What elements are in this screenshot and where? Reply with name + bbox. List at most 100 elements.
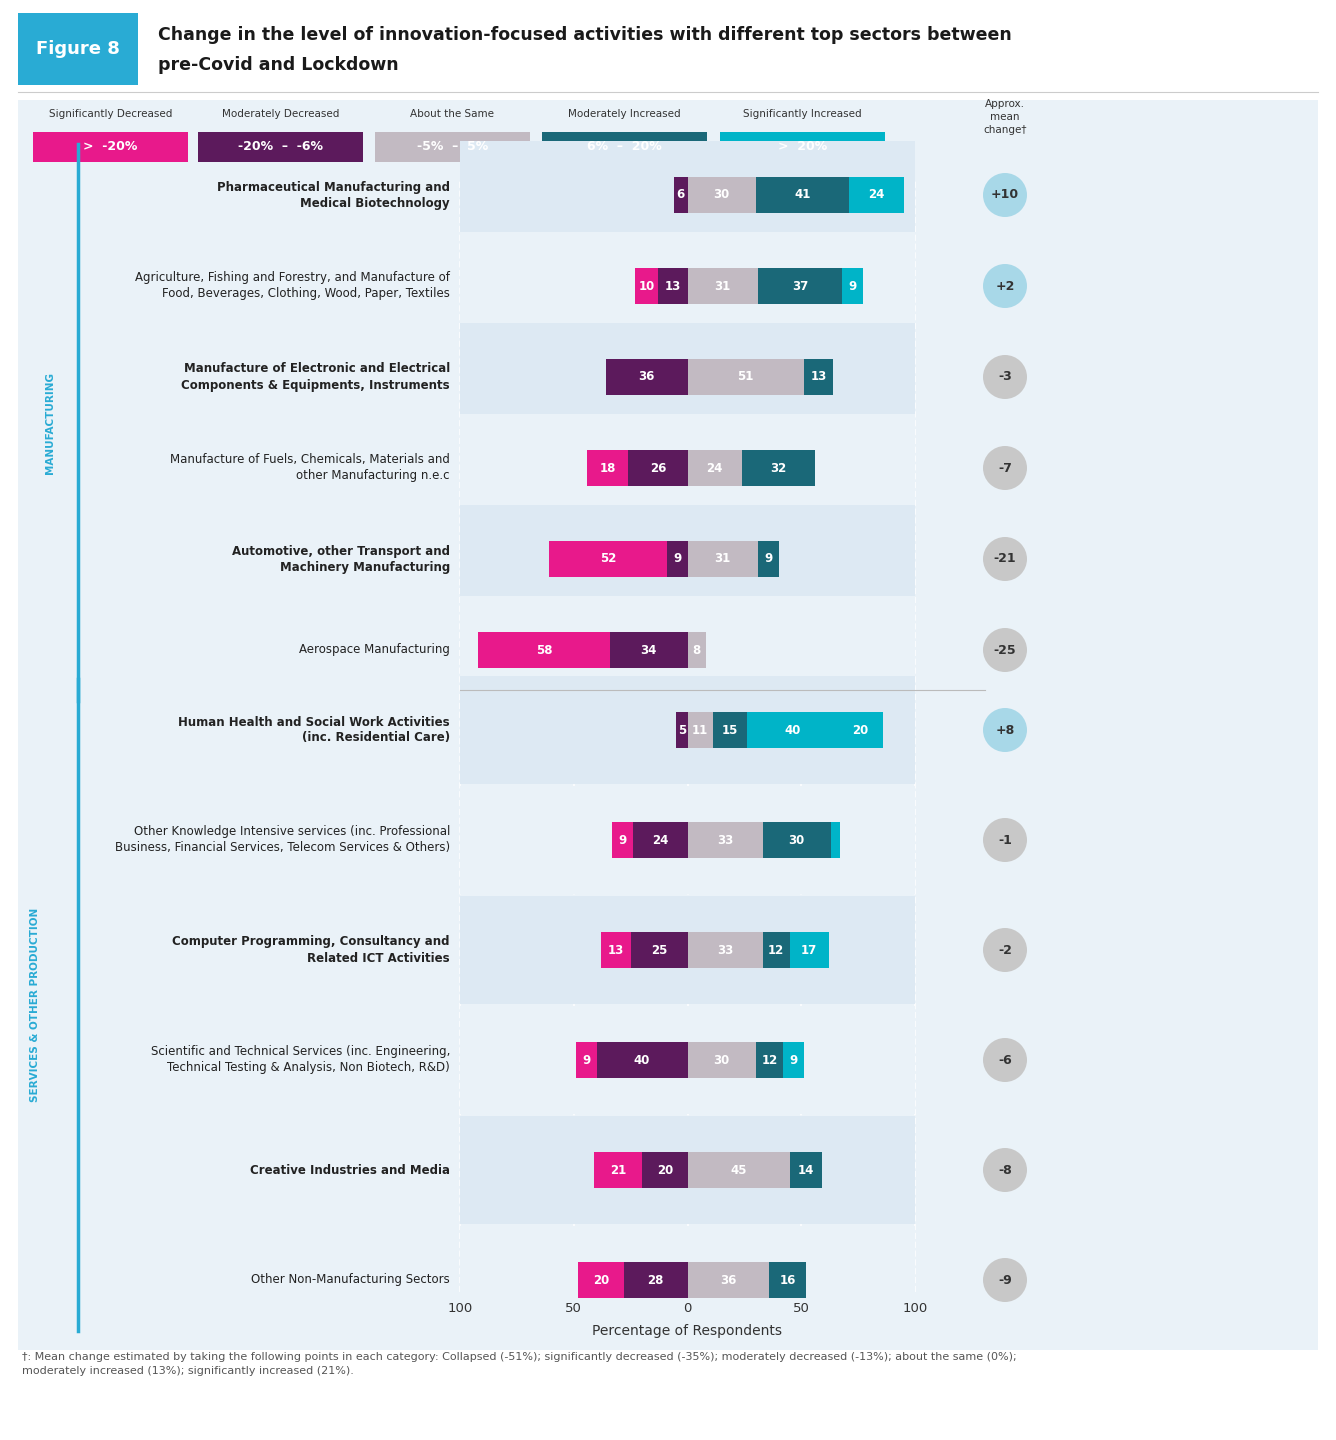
Text: 37: 37 — [792, 279, 808, 292]
Bar — [643, 1152, 688, 1188]
Text: 31: 31 — [715, 553, 731, 566]
Text: -7: -7 — [998, 461, 1011, 475]
Bar — [763, 822, 831, 858]
Text: Percentage of Respondents: Percentage of Respondents — [592, 1323, 783, 1338]
Bar — [720, 132, 884, 161]
Text: Significantly Decreased: Significantly Decreased — [49, 109, 172, 120]
Text: 9: 9 — [619, 834, 627, 847]
Text: -2: -2 — [998, 943, 1011, 956]
Circle shape — [983, 628, 1027, 672]
Text: 30: 30 — [713, 189, 729, 202]
Text: Computer Programming, Consultancy and
Related ICT Activities: Computer Programming, Consultancy and Re… — [172, 936, 450, 965]
Bar — [712, 711, 747, 747]
Bar — [578, 1261, 624, 1297]
Bar — [601, 932, 631, 968]
Bar — [838, 711, 883, 747]
Text: 8: 8 — [692, 644, 700, 657]
Circle shape — [983, 708, 1027, 752]
Bar — [688, 359, 803, 395]
Text: 51: 51 — [737, 370, 754, 383]
Text: -5%  –  5%: -5% – 5% — [417, 141, 488, 154]
Bar — [628, 449, 688, 487]
Bar — [596, 1043, 688, 1079]
Text: 9: 9 — [764, 553, 772, 566]
Text: 40: 40 — [633, 1054, 651, 1067]
Text: Moderately Increased: Moderately Increased — [568, 109, 681, 120]
Text: 30: 30 — [713, 1054, 729, 1067]
Bar — [831, 822, 840, 858]
Text: 12: 12 — [762, 1054, 778, 1067]
Text: 6: 6 — [676, 189, 685, 202]
Text: 24: 24 — [652, 834, 668, 847]
Text: -1: -1 — [998, 834, 1011, 847]
Circle shape — [983, 927, 1027, 972]
Bar — [635, 268, 657, 304]
Bar — [478, 632, 611, 668]
Text: 9: 9 — [673, 553, 681, 566]
Text: +8: +8 — [995, 723, 1014, 736]
Bar — [688, 1043, 756, 1079]
Text: 100: 100 — [448, 1302, 473, 1315]
Text: 20: 20 — [656, 1164, 673, 1176]
Bar — [688, 1152, 790, 1188]
Text: Pharmaceutical Manufacturing and
Medical Biotechnology: Pharmaceutical Manufacturing and Medical… — [216, 180, 450, 209]
Bar — [460, 1007, 915, 1115]
Text: MANUFACTURING: MANUFACTURING — [45, 372, 55, 474]
Bar — [688, 1261, 770, 1297]
Text: 13: 13 — [810, 370, 827, 383]
Bar — [803, 359, 834, 395]
Text: Manufacture of Fuels, Chemicals, Materials and
other Manufacturing n.e.c: Manufacture of Fuels, Chemicals, Materia… — [170, 454, 450, 482]
Bar — [588, 449, 628, 487]
Circle shape — [983, 1038, 1027, 1081]
Text: Agriculture, Fishing and Forestry, and Manufacture of
Food, Beverages, Clothing,: Agriculture, Fishing and Forestry, and M… — [135, 272, 450, 301]
Bar — [611, 632, 688, 668]
Bar — [549, 541, 667, 577]
Bar — [747, 711, 838, 747]
Text: 45: 45 — [731, 1164, 747, 1176]
Text: +10: +10 — [991, 189, 1019, 202]
Bar — [688, 632, 705, 668]
Bar — [460, 596, 915, 704]
Text: Human Health and Social Work Activities
(inc. Residential Care): Human Health and Social Work Activities … — [179, 716, 450, 744]
Text: 26: 26 — [649, 461, 667, 475]
Text: Other Non-Manufacturing Sectors: Other Non-Manufacturing Sectors — [251, 1273, 450, 1286]
Circle shape — [983, 1148, 1027, 1192]
Text: 33: 33 — [717, 834, 733, 847]
Text: 34: 34 — [641, 644, 657, 657]
Bar — [460, 786, 915, 894]
Text: 5: 5 — [677, 723, 685, 736]
Text: 24: 24 — [868, 189, 884, 202]
Text: 14: 14 — [798, 1164, 814, 1176]
Text: 28: 28 — [648, 1273, 664, 1286]
Bar — [657, 268, 688, 304]
Bar — [460, 505, 915, 613]
Circle shape — [983, 356, 1027, 399]
Bar — [756, 177, 848, 213]
Text: 17: 17 — [802, 943, 818, 956]
Circle shape — [983, 264, 1027, 308]
Text: 9: 9 — [848, 279, 856, 292]
Text: 33: 33 — [717, 943, 733, 956]
Bar — [542, 132, 707, 161]
Text: Significantly Increased: Significantly Increased — [743, 109, 862, 120]
Bar — [758, 268, 842, 304]
Text: Other Knowledge Intensive services (inc. Professional
Business, Financial Servic: Other Knowledge Intensive services (inc.… — [115, 825, 450, 854]
Text: 40: 40 — [784, 723, 800, 736]
Text: 13: 13 — [664, 279, 681, 292]
Text: 25: 25 — [651, 943, 667, 956]
Text: 18: 18 — [600, 461, 616, 475]
Text: †: Mean change estimated by taking the following points in each category: Collap: †: Mean change estimated by taking the f… — [21, 1352, 1017, 1377]
Bar — [631, 932, 688, 968]
Text: 9: 9 — [582, 1054, 591, 1067]
Text: 58: 58 — [536, 644, 552, 657]
Text: Creative Industries and Media: Creative Industries and Media — [250, 1164, 450, 1176]
Text: 50: 50 — [792, 1302, 810, 1315]
Text: -8: -8 — [998, 1164, 1011, 1176]
Text: -25: -25 — [994, 644, 1017, 657]
Text: -21: -21 — [994, 553, 1017, 566]
Bar — [375, 132, 530, 161]
Bar — [667, 541, 688, 577]
Text: SERVICES & OTHER PRODUCTION: SERVICES & OTHER PRODUCTION — [29, 907, 40, 1102]
Text: +2: +2 — [995, 279, 1014, 292]
Text: About the Same: About the Same — [410, 109, 494, 120]
